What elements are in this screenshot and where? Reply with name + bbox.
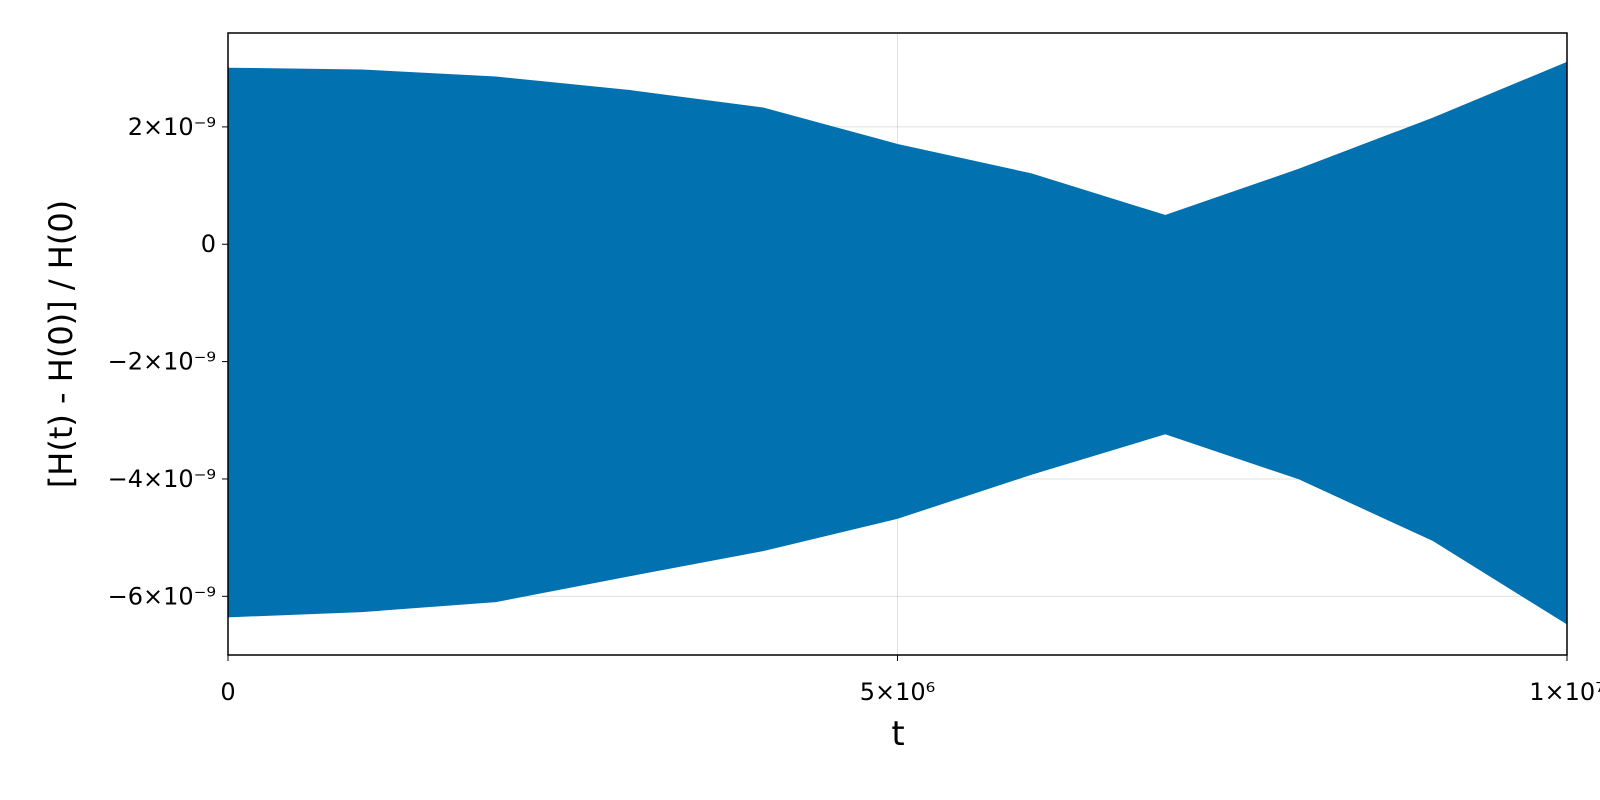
y-tick-label: 0 [201,230,216,258]
x-axis-label: t [891,714,904,754]
y-tick-label: −6×10⁻⁹ [108,582,216,610]
y-tick-label: −2×10⁻⁹ [108,348,216,376]
y-tick-label: 2×10⁻⁹ [128,113,216,141]
x-tick-label: 1×10⁷ [1529,678,1600,706]
plot-frame [227,32,1568,656]
x-tick-label: 0 [220,678,235,706]
y-axis-label: [H(t) - H(0)] / H(0) [42,200,80,488]
x-tick-label: 5×10⁶ [860,678,936,706]
y-tick-label: −4×10⁻⁹ [108,465,216,493]
